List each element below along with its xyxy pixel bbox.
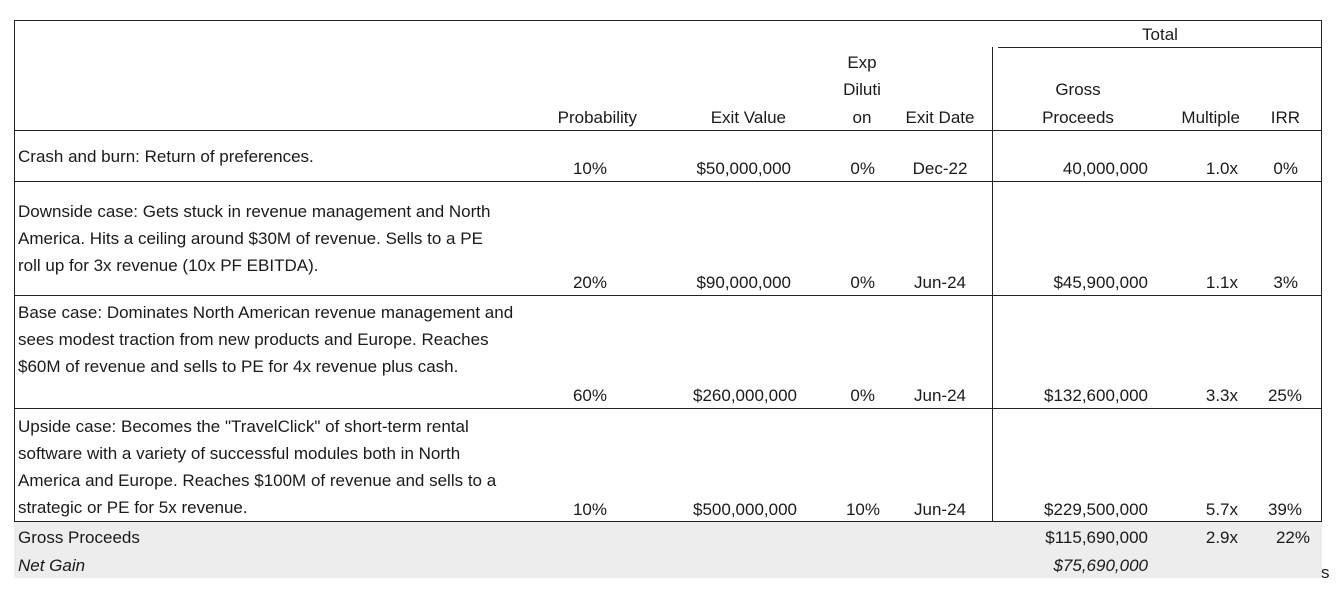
- summary-gross-value: $115,690,000: [1045, 528, 1148, 547]
- table-left-border: [14, 20, 15, 522]
- row-3-exit-date: Jun-24: [914, 386, 966, 405]
- row-4-probability: 10%: [572, 500, 607, 519]
- row-2-exit-date: Jun-24: [914, 273, 966, 292]
- row-4-irr: 39%: [1267, 500, 1302, 519]
- summary-gross-multiple: 2.9x: [1205, 528, 1238, 547]
- header-total: Total: [1142, 25, 1178, 44]
- header-exit-value: Exit Value: [710, 108, 786, 127]
- stray-character: s: [1321, 563, 1330, 582]
- row-2-bottom-border: [14, 295, 1322, 296]
- row-4-multiple: 5.7x: [1205, 500, 1238, 519]
- row-3-exit-value: $260,000,000: [693, 386, 797, 405]
- table-right-border: [1321, 20, 1322, 522]
- header-exp-dilution-line-3: on: [852, 108, 872, 127]
- summary-gross-irr: 22%: [1275, 528, 1310, 547]
- summary-gross-label: Gross Proceeds: [18, 528, 140, 547]
- row-2-exp-dilution: 0%: [850, 273, 875, 292]
- header-gross-proceeds-line-2: Proceeds: [1042, 108, 1114, 127]
- row-3-multiple: 3.3x: [1205, 386, 1238, 405]
- row-4-exit-value: $500,000,000: [693, 500, 797, 519]
- row-4-exit-date: Jun-24: [914, 500, 966, 519]
- row-2-irr: 3%: [1273, 273, 1298, 292]
- row-3-probability: 60%: [572, 386, 607, 405]
- row-3-description: Base case: Dominates North American reve…: [18, 303, 514, 376]
- table-top-border: [14, 20, 1322, 21]
- header-exit-date: Exit Date: [905, 108, 975, 127]
- row-4-exp-dilution: 10%: [845, 500, 880, 519]
- row-4-gross-proceeds: $229,500,000: [1044, 500, 1148, 519]
- row-2-multiple: 1.1x: [1205, 273, 1238, 292]
- total-group-underline: [998, 47, 1322, 48]
- row-4-bottom-border: [14, 521, 1322, 522]
- header-probability: Probability: [557, 108, 637, 127]
- row-3-bottom-border: [14, 408, 1322, 409]
- row-1-irr: 0%: [1273, 159, 1298, 178]
- row-1-bottom-border: [14, 181, 1322, 182]
- row-3-exp-dilution: 0%: [850, 386, 875, 405]
- row-3-gross-proceeds: $132,600,000: [1044, 386, 1148, 405]
- summary-shading: [14, 522, 1322, 578]
- row-4-description: Upside case: Becomes the "TravelClick" o…: [18, 417, 497, 517]
- row-2-gross-proceeds: $45,900,000: [1053, 273, 1148, 292]
- header-irr: IRR: [1270, 108, 1300, 127]
- summary-net-value: $75,690,000: [1053, 556, 1148, 575]
- row-1-description: Crash and burn: Return of preferences.: [18, 147, 314, 166]
- row-1-exit-value: $50,000,000: [696, 159, 791, 178]
- row-1-multiple: 1.0x: [1205, 159, 1238, 178]
- row-1-probability: 10%: [572, 159, 607, 178]
- total-group-divider: [992, 47, 993, 522]
- header-multiple: Multiple: [1181, 108, 1240, 127]
- row-1-gross-proceeds: 40,000,000: [1062, 159, 1148, 178]
- header-exp-dilution-line-2: Diluti: [843, 80, 881, 99]
- header-exp-dilution-line-1: Exp: [847, 53, 877, 72]
- header-bottom-border: [14, 130, 1322, 131]
- row-2-exit-value: $90,000,000: [696, 273, 791, 292]
- row-3-irr: 25%: [1267, 386, 1302, 405]
- header-gross-proceeds-line-1: Gross: [1055, 80, 1101, 99]
- row-2-probability: 20%: [572, 273, 607, 292]
- row-1-exp-dilution: 0%: [850, 159, 875, 178]
- row-2-description: Downside case: Gets stuck in revenue man…: [18, 202, 491, 275]
- row-1-exit-date: Dec-22: [912, 159, 968, 178]
- summary-net-label: Net Gain: [18, 556, 86, 575]
